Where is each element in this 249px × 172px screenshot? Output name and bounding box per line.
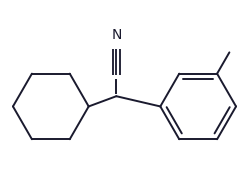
Text: N: N — [111, 28, 122, 42]
